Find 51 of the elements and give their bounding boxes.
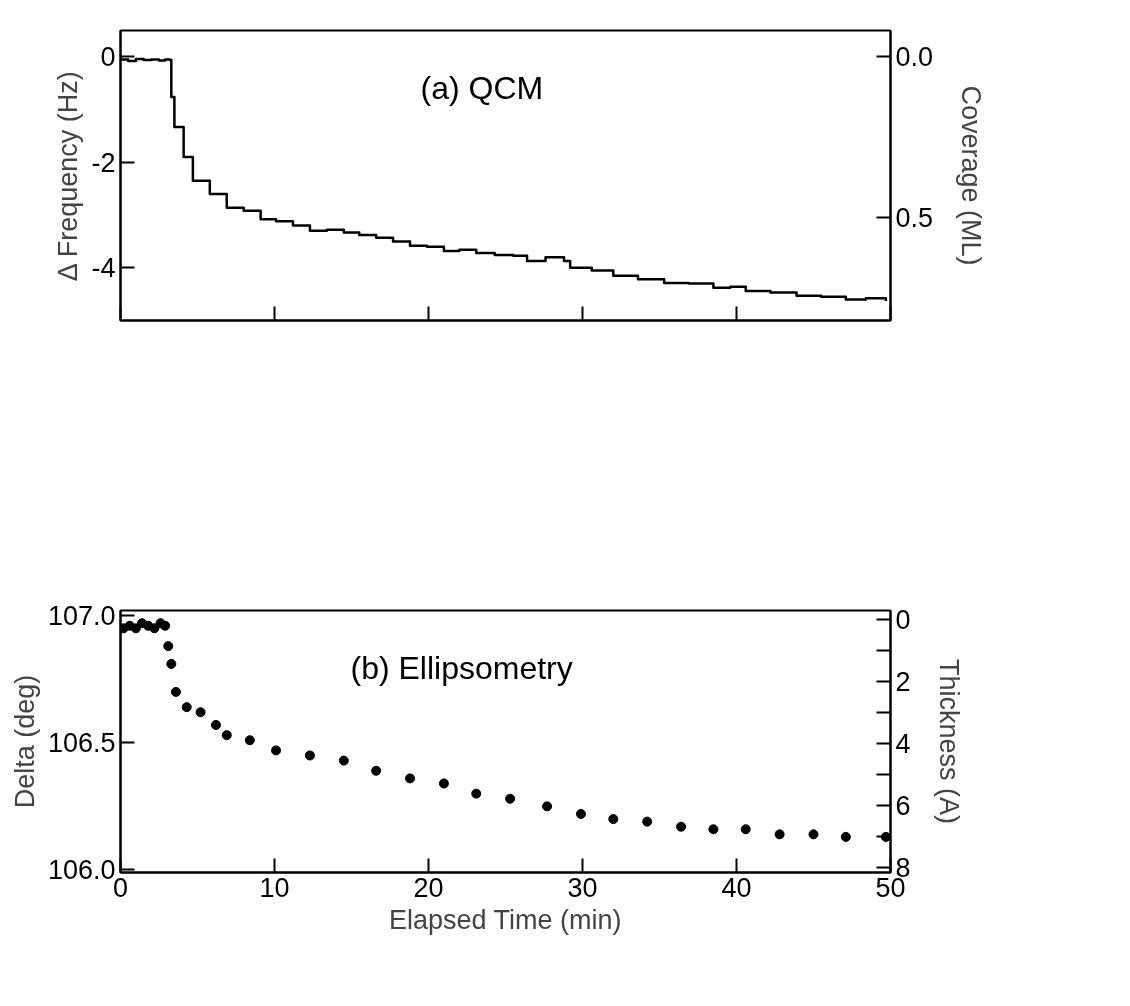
annotation: (a) QCM: [420, 69, 544, 106]
point: [181, 702, 192, 713]
point: [163, 641, 174, 652]
y2-axis-title: Thickness (A): [933, 658, 964, 825]
point: [195, 707, 206, 718]
point: [676, 821, 687, 832]
point: [160, 620, 171, 631]
y2-axis-title: Coverage (ML): [956, 85, 987, 266]
y-tick-label: 106.5: [47, 728, 116, 759]
y2-tick-label: 0.5: [895, 202, 934, 233]
y-tick-label: -4: [91, 253, 116, 284]
y2-tick-label: 2: [895, 667, 911, 697]
point: [575, 809, 586, 819]
point: [371, 765, 382, 776]
point: [642, 816, 653, 827]
point: [221, 730, 232, 741]
x-axis-title: Elapsed Time (min): [388, 904, 622, 935]
point: [166, 658, 177, 669]
y-tick-label: 107.0: [47, 601, 116, 632]
x-tick-label: 20: [413, 872, 444, 903]
point: [505, 793, 516, 804]
point: [170, 686, 181, 697]
point: [808, 829, 819, 840]
y2-tick-label: 6: [895, 791, 911, 822]
point: [438, 778, 449, 789]
point: [338, 755, 349, 766]
point: [405, 773, 416, 784]
point: [271, 745, 282, 756]
annotation: (b) Ellipsometry: [350, 649, 573, 686]
point: [244, 735, 255, 746]
point: [608, 814, 619, 825]
x-tick-label: 30: [567, 872, 598, 903]
point: [149, 623, 160, 634]
point: [542, 801, 553, 812]
point: [740, 824, 751, 835]
point: [840, 831, 851, 842]
point: [774, 829, 785, 840]
point: [210, 719, 221, 730]
point: [304, 750, 315, 761]
x-tick-label: 10: [259, 872, 290, 903]
point: [708, 824, 719, 835]
y2-tick-label: 0.0: [895, 41, 934, 72]
y-tick-label: 0: [100, 42, 116, 73]
y2-tick-label: 4: [895, 729, 911, 760]
y2-tick-label: 0: [895, 604, 911, 635]
point: [471, 788, 482, 799]
point: [130, 623, 141, 634]
y-tick-label: -2: [91, 147, 116, 178]
x-tick-label: 40: [721, 872, 752, 903]
y-axis-title: Delta (deg): [9, 674, 40, 809]
y-axis-title: Δ Frequency (Hz): [53, 71, 84, 282]
